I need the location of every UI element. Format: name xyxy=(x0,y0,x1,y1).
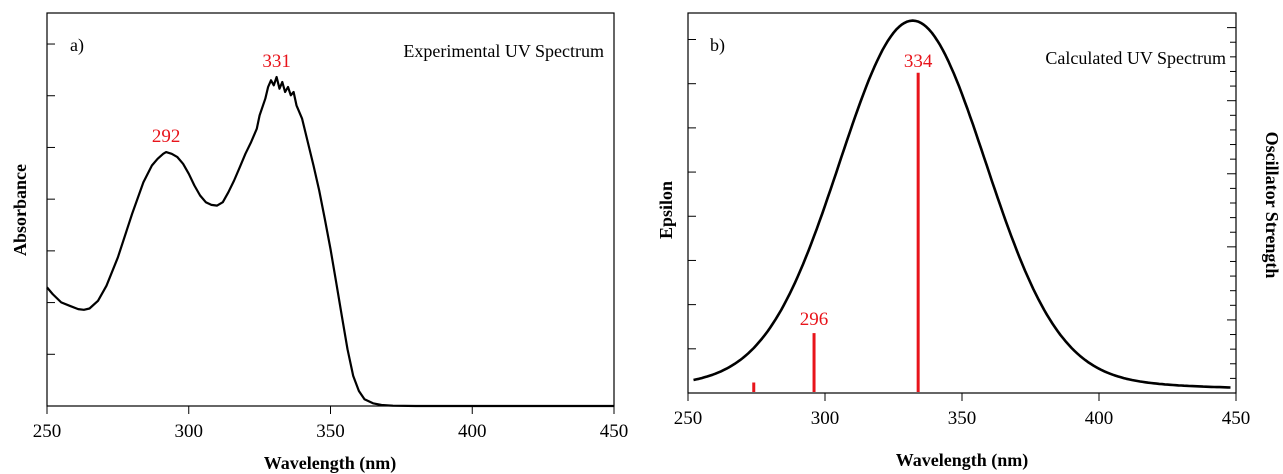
panel-b-oscillator-sticks: 296 334 xyxy=(752,51,933,392)
panel-b-calculated: 250 300 350 400 450 296 334 b) Calculated UV … xyxy=(656,12,1282,471)
panel-b-x-ticks xyxy=(687,393,1237,401)
panel-b-label: b) xyxy=(710,35,725,56)
panel-a-absorbance-curve xyxy=(46,75,614,408)
stick-label: 334 xyxy=(904,51,933,72)
panel-b-plot-frame xyxy=(687,12,1237,394)
panel-a-title: Experimental UV Spectrum xyxy=(403,41,604,61)
x-tick-label: 400 xyxy=(1085,408,1114,429)
x-tick-label: 250 xyxy=(674,408,703,429)
panel-b-right-y-ticks xyxy=(1227,27,1236,379)
x-tick-label: 350 xyxy=(948,408,977,429)
panel-b-title: Calculated UV Spectrum xyxy=(1045,48,1226,68)
panel-b-epsilon-curve xyxy=(693,19,1231,389)
panel-a-x-ticks xyxy=(46,406,615,414)
panel-a-y-ticks xyxy=(47,43,55,355)
stick-label: 296 xyxy=(800,309,829,330)
x-tick-label: 450 xyxy=(1222,408,1251,429)
panel-b-x-tick-labels: 250 300 350 400 450 xyxy=(674,408,1251,429)
peak-label: 331 xyxy=(262,51,291,72)
x-tick-label: 300 xyxy=(811,408,840,429)
x-tick-label: 450 xyxy=(600,421,629,442)
panel-a-x-tick-labels: 250 300 350 400 450 xyxy=(33,421,629,442)
x-tick-label: 400 xyxy=(458,421,487,442)
panel-b-y2-axis-title: Oscillator Strength xyxy=(1262,132,1282,279)
panel-a-label: a) xyxy=(70,35,84,56)
panel-b-left-y-ticks xyxy=(688,39,696,350)
peak-label: 292 xyxy=(152,126,181,147)
x-tick-label: 250 xyxy=(33,421,62,442)
panel-a-y-axis-title: Absorbance xyxy=(10,164,30,256)
panel-b-x-axis-title: Wavelength (nm) xyxy=(896,450,1029,471)
panel-a-peak-labels: 292 331 xyxy=(152,51,291,147)
panel-a-experimental: 250 300 350 400 450 a) Experimental UV Spect… xyxy=(10,12,629,474)
x-tick-label: 300 xyxy=(175,421,204,442)
panel-a-x-axis-title: Wavelength (nm) xyxy=(264,453,397,474)
panel-a-plot-frame xyxy=(46,12,615,407)
panel-b-y-axis-title: Epsilon xyxy=(656,181,676,239)
x-tick-label: 350 xyxy=(316,421,345,442)
